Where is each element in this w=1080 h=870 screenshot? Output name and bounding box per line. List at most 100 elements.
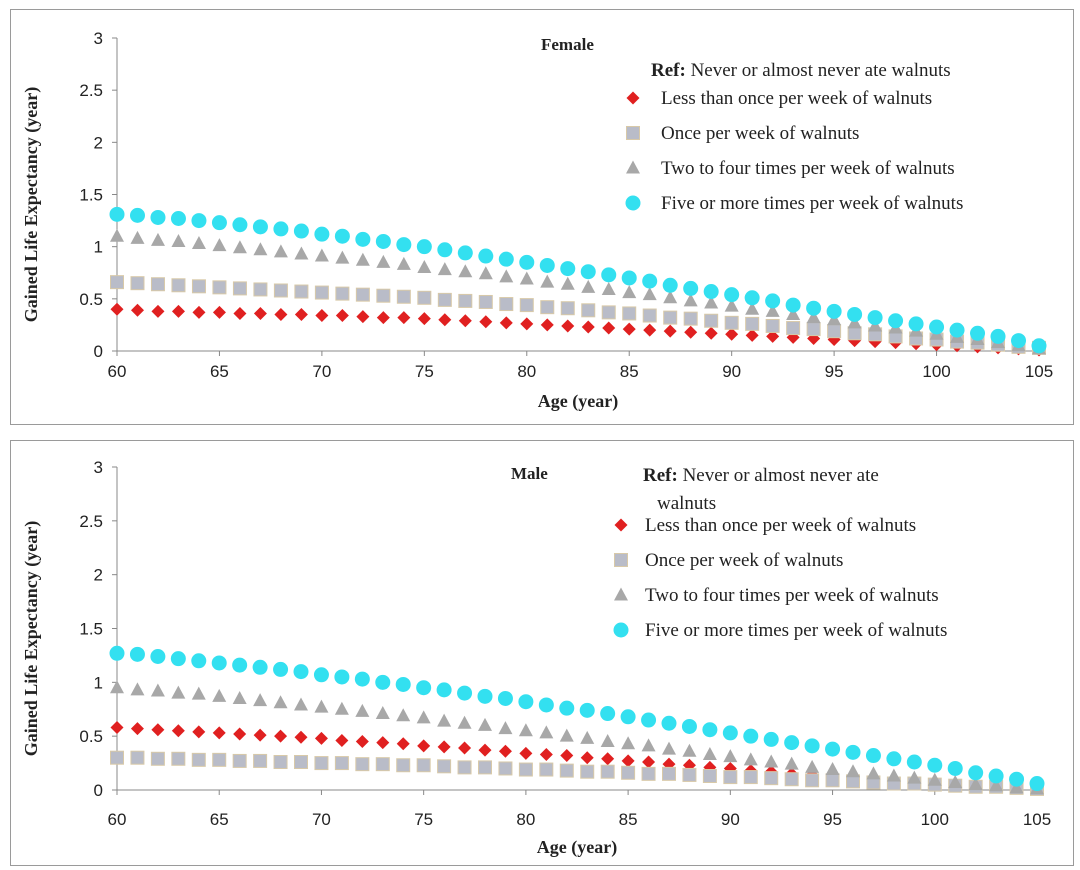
male-point-once-per-week-of-walnuts — [702, 769, 717, 784]
female-point-five-or-more-times-per-week-of-walnuts — [621, 270, 637, 286]
male-y-tick-label: 0.5 — [79, 727, 103, 746]
male-point-less-than-once-per-week-of-walnuts — [437, 740, 451, 754]
female-point-five-or-more-times-per-week-of-walnuts — [560, 261, 576, 277]
male-point-once-per-week-of-walnuts — [375, 757, 390, 772]
female-point-once-per-week-of-walnuts — [806, 322, 821, 337]
male-point-once-per-week-of-walnuts — [580, 764, 595, 779]
male-point-five-or-more-times-per-week-of-walnuts — [968, 765, 984, 781]
female-legend-marker-five-or-more-times-per-week-of-walnuts — [625, 195, 641, 211]
male-y-tick-label: 3 — [94, 458, 103, 477]
male-point-less-than-once-per-week-of-walnuts — [151, 723, 165, 737]
male-point-once-per-week-of-walnuts — [232, 753, 247, 768]
male-point-five-or-more-times-per-week-of-walnuts — [354, 671, 370, 687]
male-legend-marker-once-per-week-of-walnuts — [614, 553, 628, 567]
female-point-less-than-once-per-week-of-walnuts — [438, 313, 452, 327]
male-point-once-per-week-of-walnuts — [110, 750, 124, 765]
female-point-less-than-once-per-week-of-walnuts — [684, 325, 698, 339]
female-point-less-than-once-per-week-of-walnuts — [212, 305, 226, 319]
male-point-once-per-week-of-walnuts — [621, 765, 636, 780]
male-point-once-per-week-of-walnuts — [478, 760, 492, 775]
male-point-five-or-more-times-per-week-of-walnuts — [825, 741, 841, 757]
female-point-two-to-four-times-per-week-of-walnuts — [622, 285, 637, 299]
female-point-two-to-four-times-per-week-of-walnuts — [191, 236, 206, 250]
female-y-tick-label: 0.5 — [79, 290, 103, 309]
female-point-two-to-four-times-per-week-of-walnuts — [273, 244, 288, 258]
male-point-five-or-more-times-per-week-of-walnuts — [477, 688, 493, 704]
male-point-once-per-week-of-walnuts — [355, 757, 370, 772]
female-x-tick-label: 105 — [1025, 362, 1053, 381]
female-point-two-to-four-times-per-week-of-walnuts — [683, 293, 698, 307]
female-point-once-per-week-of-walnuts — [704, 313, 719, 328]
male-point-two-to-four-times-per-week-of-walnuts — [682, 743, 697, 757]
male-point-once-per-week-of-walnuts — [212, 752, 227, 767]
female-point-two-to-four-times-per-week-of-walnuts — [499, 269, 514, 283]
female-point-five-or-more-times-per-week-of-walnuts — [355, 231, 371, 247]
female-point-once-per-week-of-walnuts — [314, 285, 329, 300]
male-point-two-to-four-times-per-week-of-walnuts — [478, 717, 492, 731]
female-point-five-or-more-times-per-week-of-walnuts — [601, 267, 617, 283]
female-point-five-or-more-times-per-week-of-walnuts — [970, 325, 986, 341]
male-y-tick-label: 2.5 — [79, 512, 103, 531]
male-point-two-to-four-times-per-week-of-walnuts — [232, 690, 247, 704]
male-point-two-to-four-times-per-week-of-walnuts — [110, 680, 124, 694]
female-point-less-than-once-per-week-of-walnuts — [315, 309, 329, 323]
female-point-five-or-more-times-per-week-of-walnuts — [191, 213, 207, 229]
male-point-two-to-four-times-per-week-of-walnuts — [355, 703, 370, 717]
male-point-five-or-more-times-per-week-of-walnuts — [845, 744, 861, 760]
male-point-two-to-four-times-per-week-of-walnuts — [641, 738, 656, 752]
male-point-less-than-once-per-week-of-walnuts — [396, 737, 410, 751]
female-point-once-per-week-of-walnuts — [499, 297, 514, 312]
female-point-five-or-more-times-per-week-of-walnuts — [519, 254, 535, 270]
male-point-five-or-more-times-per-week-of-walnuts — [743, 728, 759, 744]
female-point-five-or-more-times-per-week-of-walnuts — [334, 228, 350, 244]
male-x-tick-label: 85 — [619, 810, 638, 829]
female-point-five-or-more-times-per-week-of-walnuts — [437, 242, 453, 258]
female-point-once-per-week-of-walnuts — [642, 308, 657, 323]
male-chart: 0 0.5 1 1.5 2 2.5 3 60 65 70 75 80 85 90 95 100 105 Age (… — [21, 458, 1051, 858]
female-x-tick-label: 100 — [922, 362, 950, 381]
female-point-two-to-four-times-per-week-of-walnuts — [540, 274, 555, 288]
female-point-two-to-four-times-per-week-of-walnuts — [314, 248, 329, 262]
male-legend-item-five-or-more-times-per-week-of-walnuts: Five or more times per week of walnuts — [645, 620, 947, 641]
female-point-two-to-four-times-per-week-of-walnuts — [232, 240, 247, 254]
male-chart-panel: 0 0.5 1 1.5 2 2.5 3 60 65 70 75 80 85 90 95 100 105 Age (… — [10, 440, 1074, 866]
female-point-once-per-week-of-walnuts — [335, 286, 350, 301]
female-point-once-per-week-of-walnuts — [212, 280, 227, 295]
male-point-once-per-week-of-walnuts — [273, 755, 288, 770]
female-point-five-or-more-times-per-week-of-walnuts — [744, 290, 760, 306]
male-legend-marker-five-or-more-times-per-week-of-walnuts — [613, 622, 629, 638]
female-x-tick-label: 60 — [108, 362, 127, 381]
female-point-once-per-week-of-walnuts — [376, 288, 391, 303]
male-point-less-than-once-per-week-of-walnuts — [274, 729, 288, 743]
male-point-once-per-week-of-walnuts — [723, 770, 738, 785]
female-point-once-per-week-of-walnuts — [417, 290, 432, 305]
female-point-once-per-week-of-walnuts — [581, 303, 596, 318]
male-legend-ref: Ref: Never or almost never ate — [643, 465, 879, 486]
male-point-five-or-more-times-per-week-of-walnuts — [252, 659, 268, 675]
male-x-tick-label: 75 — [414, 810, 433, 829]
female-point-once-per-week-of-walnuts — [191, 279, 206, 294]
male-point-two-to-four-times-per-week-of-walnuts — [212, 688, 227, 702]
female-point-five-or-more-times-per-week-of-walnuts — [785, 297, 801, 313]
male-point-once-per-week-of-walnuts — [191, 752, 206, 767]
female-point-less-than-once-per-week-of-walnuts — [622, 322, 636, 336]
male-point-five-or-more-times-per-week-of-walnuts — [170, 651, 186, 667]
female-point-five-or-more-times-per-week-of-walnuts — [683, 280, 699, 296]
female-point-five-or-more-times-per-week-of-walnuts — [1011, 333, 1027, 349]
male-point-two-to-four-times-per-week-of-walnuts — [866, 766, 881, 780]
female-point-five-or-more-times-per-week-of-walnuts — [273, 221, 289, 237]
male-point-five-or-more-times-per-week-of-walnuts — [579, 702, 595, 718]
male-point-two-to-four-times-per-week-of-walnuts — [805, 759, 820, 773]
female-legend-item-once-per-week-of-walnuts: Once per week of walnuts — [661, 123, 859, 144]
female-point-less-than-once-per-week-of-walnuts — [725, 327, 739, 341]
male-point-five-or-more-times-per-week-of-walnuts — [416, 680, 432, 696]
male-point-five-or-more-times-per-week-of-walnuts — [1029, 776, 1045, 792]
female-point-once-per-week-of-walnuts — [355, 287, 370, 302]
male-x-tick-label: 105 — [1023, 810, 1051, 829]
female-point-less-than-once-per-week-of-walnuts — [192, 305, 206, 319]
male-point-five-or-more-times-per-week-of-walnuts — [211, 655, 227, 671]
male-point-five-or-more-times-per-week-of-walnuts — [559, 700, 575, 716]
male-point-two-to-four-times-per-week-of-walnuts — [334, 701, 349, 715]
female-x-tick-label: 80 — [517, 362, 536, 381]
male-point-less-than-once-per-week-of-walnuts — [662, 757, 676, 771]
